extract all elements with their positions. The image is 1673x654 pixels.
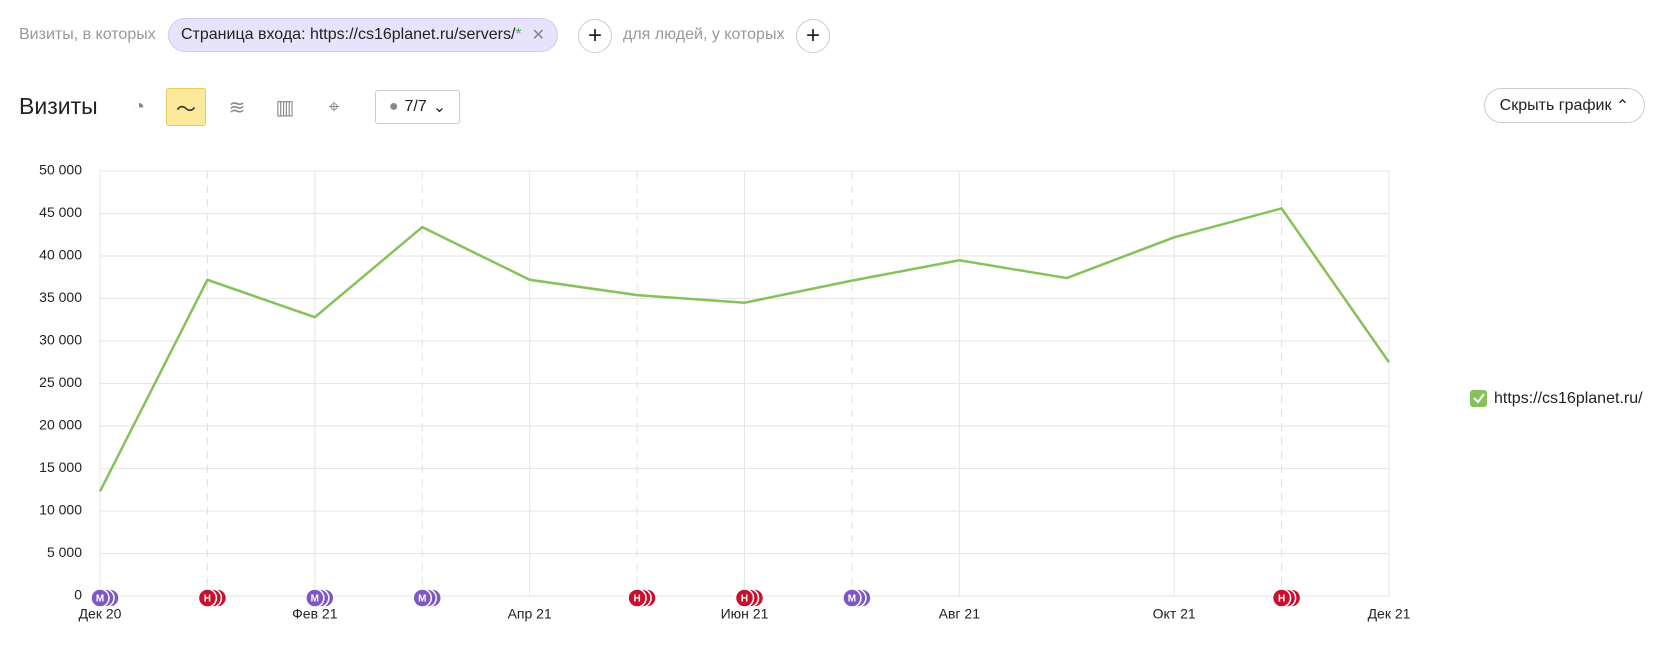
filter-chip[interactable]: Страница входа: https://cs16planet.ru/se…: [168, 18, 559, 52]
x-tick-label: Авг 21: [939, 606, 981, 622]
filter-label: Визиты, в которых: [19, 26, 156, 43]
annotations-dropdown[interactable]: ● 7/7 ⌄: [375, 90, 460, 124]
annotation-bubble: [842, 588, 862, 608]
y-tick-label: 0: [74, 587, 82, 603]
x-tick-label: Фев 21: [292, 606, 338, 622]
chip-close[interactable]: ✕: [531, 27, 546, 44]
chip-wildcard: *: [515, 26, 522, 43]
annotation-bubble: [412, 588, 432, 608]
y-tick-label: 5 000: [47, 544, 82, 560]
annotation-bubble: [90, 588, 110, 608]
x-tick-label: Окт 21: [1153, 606, 1196, 622]
annotation-bubble: [1271, 588, 1292, 608]
annotation-label: Н: [633, 594, 640, 605]
hide-chart-text: Скрыть график: [1499, 96, 1612, 114]
series-line: [98, 206, 1391, 493]
y-tick-label: 30 000: [39, 332, 82, 348]
annotation-label: М: [96, 594, 104, 605]
annotation-bubble: [197, 588, 218, 608]
y-tick-label: 15 000: [39, 459, 82, 475]
annotation-label: М: [848, 594, 856, 605]
y-tick-label: 35 000: [39, 289, 82, 305]
bar-icon[interactable]: ▥: [275, 96, 295, 119]
x-tick-label: Дек 21: [1368, 606, 1411, 622]
hide-chart-button[interactable]: Скрыть график ⌃: [1484, 88, 1645, 123]
annotation-bubble: [734, 588, 755, 608]
x-tick-label: Дек 20: [79, 606, 122, 622]
chip-text: Страница входа: https://cs16planet.ru/se…: [181, 26, 516, 43]
legend-checkbox: [1470, 390, 1487, 407]
y-tick-label: 25 000: [39, 374, 82, 390]
add-button[interactable]: +: [578, 19, 612, 53]
area-icon[interactable]: ≋: [228, 96, 246, 119]
y-tick-label: 20 000: [39, 417, 82, 433]
legend-label: https://cs16planet.ru/: [1494, 390, 1643, 407]
line-icon[interactable]: 〜: [166, 88, 206, 126]
x-tick-label: Июн 21: [721, 606, 769, 622]
annotation-bubble: [305, 588, 325, 608]
y-tick-label: 10 000: [39, 502, 82, 518]
x-tick-label: Апр 21: [508, 606, 552, 622]
annotations-count: 7/7: [404, 98, 427, 115]
add-button[interactable]: +: [796, 19, 830, 53]
y-tick-label: 50 000: [39, 162, 82, 178]
people-label: для людей, у которых: [623, 26, 785, 43]
pie-icon[interactable]: ◔: [132, 95, 146, 118]
annotation-label: Н: [204, 594, 211, 605]
annotation-label: Н: [741, 594, 748, 605]
annotation-label: М: [418, 594, 426, 605]
y-tick-label: 40 000: [39, 247, 82, 263]
annotation-label: Н: [1278, 594, 1285, 605]
section-title: Визиты: [19, 93, 98, 119]
legend-check: [1473, 393, 1485, 404]
annotation-label: М: [311, 594, 319, 605]
map-icon[interactable]: ⌖: [328, 95, 340, 118]
y-tick-label: 45 000: [39, 204, 82, 220]
annotation-bubble: [627, 588, 647, 608]
